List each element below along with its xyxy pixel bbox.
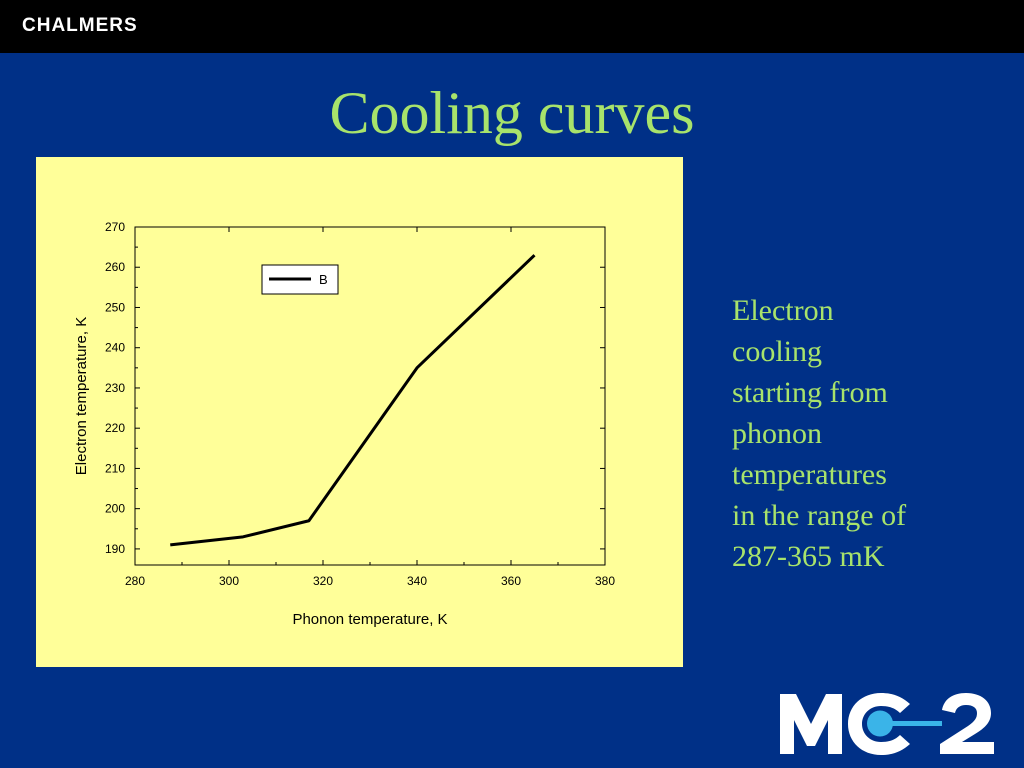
y-tick-label: 210 [105,461,125,475]
slide-title: Cooling curves [329,80,695,146]
x-tick-label: 280 [125,574,145,588]
description-line: phonon [732,417,822,450]
x-axis-title: Phonon temperature, K [292,611,447,628]
y-tick-label: 240 [105,341,125,355]
plot-frame [134,226,606,566]
chart-legend: B [261,264,339,295]
y-tick-label: 190 [105,542,125,556]
legend-label-b: B [319,272,328,287]
cooling-curve-chart: 190 200 210 220 230 240 250 260 270 280 300 320 340… [73,220,615,628]
y-tick-label: 200 [105,502,125,516]
series-b-line [170,254,536,547]
chart-panel: 190 200 210 220 230 240 250 260 270 280 300 320 340… [36,157,683,667]
x-axis-ticks: 280 300 320 340 360 380 [125,227,615,588]
y-tick-label: 230 [105,381,125,395]
brand-name: CHALMERS [22,15,138,36]
x-tick-label: 380 [595,574,615,588]
y-axis-ticks: 190 200 210 220 230 240 250 260 270 [105,220,605,556]
description-line: 287-365 mK [732,540,885,573]
description-line: temperatures [732,458,887,491]
description-line: cooling [732,335,822,368]
y-tick-label: 250 [105,300,125,314]
y-axis-title: Electron temperature, K [73,317,90,475]
header-bar: CHALMERS [0,0,1024,53]
mc2-logo [780,693,994,755]
x-tick-label: 300 [219,574,239,588]
y-tick-label: 270 [105,220,125,234]
y-tick-label: 220 [105,421,125,435]
description-line: in the range of [732,499,907,532]
y-tick-label: 260 [105,260,125,274]
description-line: starting from [732,376,888,409]
x-tick-label: 320 [313,574,333,588]
description-text: Electron cooling starting from phonon te… [732,290,992,577]
x-tick-label: 360 [501,574,521,588]
description-line: Electron [732,294,834,327]
x-tick-label: 340 [407,574,427,588]
